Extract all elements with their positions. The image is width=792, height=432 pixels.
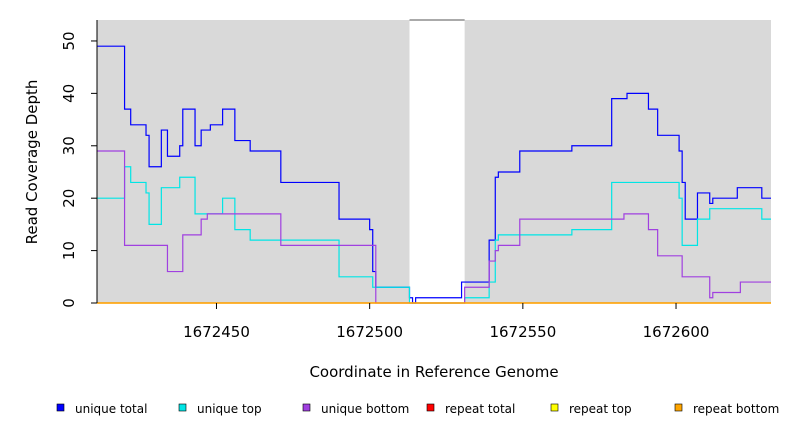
legend-swatch bbox=[56, 403, 65, 412]
legend-item-unique-bottom: unique bottom bbox=[302, 402, 409, 416]
legend-item-unique-total: unique total bbox=[56, 402, 147, 416]
y-tick-label: 30 bbox=[60, 136, 78, 155]
legend-label: repeat total bbox=[445, 402, 515, 416]
y-tick-label: 0 bbox=[60, 298, 78, 308]
x-tick-label: 1672550 bbox=[489, 323, 556, 341]
legend-item-unique-top: unique top bbox=[178, 402, 262, 416]
y-tick-label: 10 bbox=[60, 241, 78, 260]
legend-swatch bbox=[302, 403, 311, 412]
plot-background bbox=[97, 19, 771, 303]
x-tick-label: 1672500 bbox=[336, 323, 403, 341]
legend: unique total unique top unique bottom repea… bbox=[56, 402, 779, 416]
x-axis-title: Coordinate in Reference Genome bbox=[309, 363, 558, 381]
y-tick-label: 40 bbox=[60, 84, 78, 103]
series-layer bbox=[97, 45, 771, 304]
legend-swatch bbox=[674, 403, 683, 412]
series-line-unique-top bbox=[97, 166, 771, 304]
x-tick-label: 1672600 bbox=[643, 323, 710, 341]
axes-layer: 0 10 20 30 40 50 1672450 1672500 1672550 1672600 bbox=[60, 20, 709, 341]
legend-item-repeat-bottom: repeat bottom bbox=[674, 402, 779, 416]
legend-swatch bbox=[178, 403, 187, 412]
legend-label: unique total bbox=[75, 402, 147, 416]
legend-item-repeat-top: repeat top bbox=[550, 402, 632, 416]
y-axis-title: Read Coverage Depth bbox=[23, 80, 41, 245]
legend-swatch bbox=[550, 403, 559, 412]
y-tick-label: 20 bbox=[60, 189, 78, 208]
legend-label: repeat bottom bbox=[693, 402, 779, 416]
y-tick-label: 50 bbox=[60, 31, 78, 50]
legend-label: unique top bbox=[197, 402, 262, 416]
series-line-unique-total bbox=[97, 45, 771, 304]
legend-label: repeat top bbox=[569, 402, 632, 416]
legend-item-repeat-total: repeat total bbox=[426, 402, 515, 416]
legend-label: unique bottom bbox=[321, 402, 409, 416]
gap-region bbox=[409, 20, 465, 303]
legend-swatch bbox=[426, 403, 435, 412]
x-tick-label: 1672450 bbox=[183, 323, 250, 341]
series-line-unique-bottom bbox=[97, 150, 771, 304]
